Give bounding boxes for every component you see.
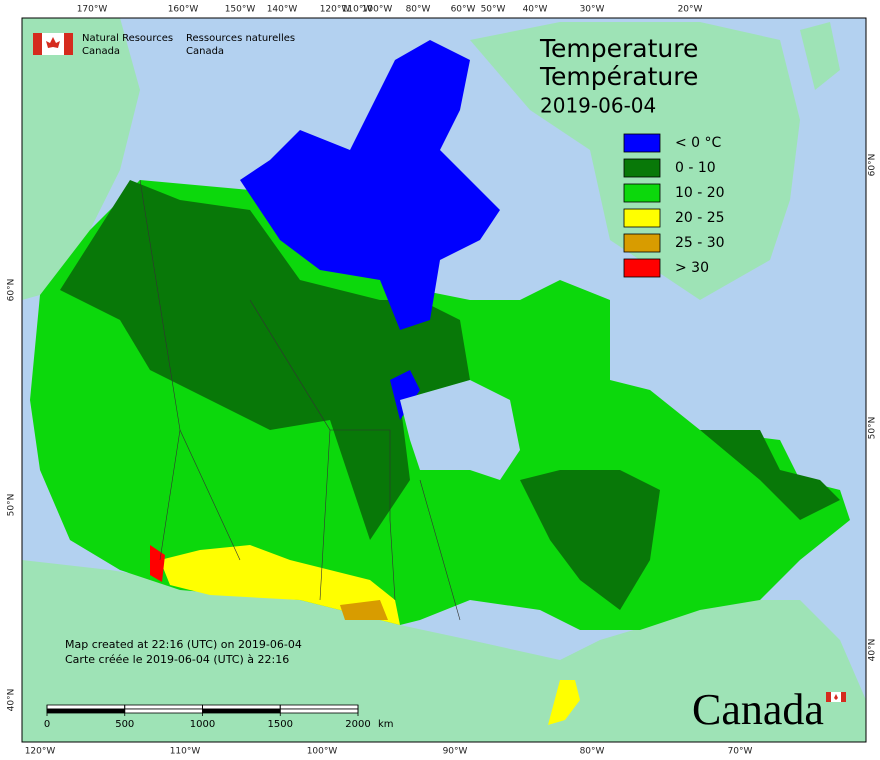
legend-label: 20 - 25	[675, 210, 725, 226]
scale-segment	[202, 708, 281, 714]
scale-segment	[124, 704, 203, 710]
credit-line: Carte créée le 2019-06-04 (UTC) à 22:16	[65, 653, 289, 666]
graticule-label: 80°W	[580, 747, 605, 757]
neighbor-land	[22, 18, 866, 742]
graticule-label: 30°W	[580, 5, 605, 15]
scale-segment	[279, 704, 359, 710]
canada-land	[30, 40, 850, 725]
agency-fr: Ressources naturelles	[186, 33, 295, 44]
wordmark-flag	[826, 692, 846, 702]
scale-label: 0	[44, 719, 50, 730]
scale-segment	[46, 708, 126, 714]
credit-line: Map created at 22:16 (UTC) on 2019-06-04	[65, 638, 302, 651]
graticule-label: 80°W	[406, 5, 431, 15]
legend-label: 25 - 30	[675, 235, 725, 251]
legend-label: > 30	[675, 260, 709, 276]
boundaries	[139, 179, 461, 621]
graticule-label: 120°W	[25, 747, 56, 757]
graticule-label: 100°W	[307, 747, 338, 757]
scale-segment	[202, 704, 281, 710]
agency-fr: Canada	[186, 46, 224, 57]
scale-segment	[124, 708, 203, 714]
agency-en: Canada	[82, 46, 120, 57]
graticule-label: 120°W	[320, 5, 351, 15]
legend-swatch	[623, 158, 661, 178]
graticule-label: 70°W	[728, 747, 753, 757]
graticule-label: 40°W	[523, 5, 548, 15]
graticule-label: 50°W	[481, 5, 506, 15]
graticule-label: 40°N	[868, 639, 878, 662]
graticule-label: 20°W	[678, 5, 703, 15]
graticule-label: 100°W	[362, 5, 393, 15]
graticule-label: 50°N	[868, 417, 878, 440]
map-frame	[21, 17, 867, 743]
graticule-label: 110°W	[342, 5, 373, 15]
graticule-label: 90°W	[443, 747, 468, 757]
scale-label: 1500	[268, 719, 293, 730]
scale-unit: km	[378, 719, 394, 730]
scale-label: 500	[115, 719, 134, 730]
graticule-label: 140°W	[267, 5, 298, 15]
agency-en: Natural Resources	[82, 33, 173, 44]
legend-label: < 0 °C	[675, 135, 722, 151]
wordmark: Canada	[692, 685, 824, 734]
legend-swatch	[623, 183, 661, 203]
legend-swatch	[623, 208, 661, 228]
graticule-label: 170°W	[77, 5, 108, 15]
title: Température	[539, 62, 698, 91]
graticule-label: 110°W	[170, 747, 201, 757]
scale-segment	[46, 704, 126, 710]
legend-swatch	[623, 233, 661, 253]
graticule-label: 60°N	[868, 154, 878, 177]
legend-swatch	[623, 258, 661, 278]
scale-label: 2000	[345, 719, 370, 730]
graticule-label: 160°W	[168, 5, 199, 15]
graticule-label: 150°W	[225, 5, 256, 15]
date: 2019-06-04	[540, 94, 656, 118]
graticule-label: 60°N	[7, 279, 17, 302]
graticule-label: 60°W	[451, 5, 476, 15]
graticule-label: 50°N	[7, 494, 17, 517]
legend-swatch	[623, 133, 661, 153]
logo	[33, 33, 73, 55]
legend-label: 10 - 20	[675, 185, 725, 201]
title: Temperature	[539, 34, 698, 63]
scale-segment	[279, 708, 359, 714]
graticule-label: 40°N	[7, 689, 17, 712]
legend-label: 0 - 10	[675, 160, 716, 176]
scale-label: 1000	[190, 719, 215, 730]
